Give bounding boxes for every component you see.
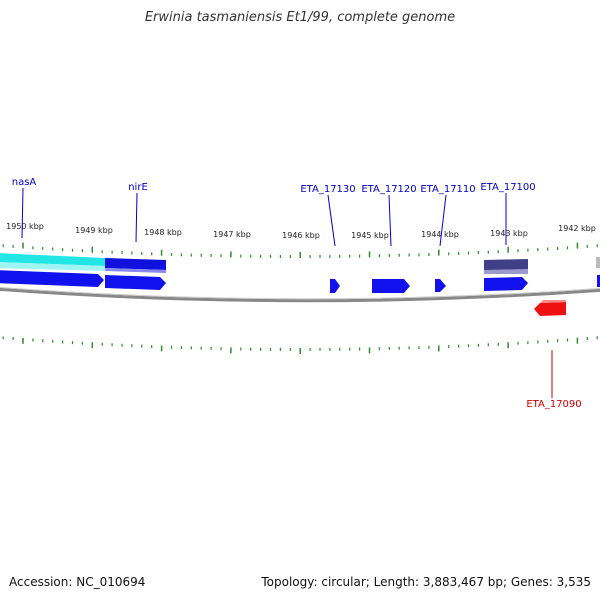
lower-scale-ticks [2,336,598,354]
topology-summary: Topology: circular; Length: 3,883,467 bp… [261,575,591,589]
scale-labels: 1950 kbp 1949 kbp 1948 kbp 1947 kbp 1946… [6,222,596,240]
feature-nirE-shadow [105,268,166,273]
leader-eta17130 [327,194,336,247]
upper-scale-ticks [2,242,598,258]
accession-text: Accession: NC_010694 [9,575,146,589]
gene-arrow-eta17100[interactable] [484,277,528,291]
feature-eta17100-shadow [484,269,528,274]
gene-arrow-edge [597,275,600,287]
gene-label-nirE[interactable]: nirE [128,182,148,193]
forward-gene-track [0,270,600,293]
feature-nasA-shadow [0,262,105,271]
scale-label-1946: 1946 kbp [282,231,320,240]
scale-label-1950: 1950 kbp [6,222,44,231]
feature-edge [596,257,600,268]
label-leaders [21,187,553,398]
leader-eta17120 [388,194,392,247]
gene-label-eta17090[interactable]: ETA_17090 [526,399,581,410]
gene-label-eta17120[interactable]: ETA_17120 [361,184,416,195]
gene-label-eta17100[interactable]: ETA_17100 [480,182,535,193]
feature-eta17100[interactable] [484,259,528,271]
leader-nirE [135,192,138,243]
scale-label-1945: 1945 kbp [351,231,389,240]
feature-track [0,253,600,274]
gene-arrow-eta17110[interactable] [435,279,446,292]
feature-nasA[interactable] [0,253,105,266]
scale-label-1942: 1942 kbp [558,224,596,233]
scale-label-1948: 1948 kbp [144,228,182,237]
scale-label-1949: 1949 kbp [75,226,113,235]
gene-arrow-eta17090-shadow [540,300,566,303]
gene-arrow-eta17120[interactable] [372,279,410,293]
gene-label-eta17130[interactable]: ETA_17130 [300,184,355,195]
scale-label-1944: 1944 kbp [421,230,459,239]
gene-arrow-nirE[interactable] [105,275,166,290]
scale-label-1947: 1947 kbp [213,230,251,239]
leader-eta17110 [439,194,447,247]
gene-arrow-nasA[interactable] [0,270,104,287]
gene-label-nasA[interactable]: nasA [12,177,37,188]
scale-label-1943: 1943 kbp [490,229,528,238]
feature-nirE[interactable] [105,258,166,270]
gene-arrow-eta17130[interactable] [330,279,340,293]
gene-label-eta17110[interactable]: ETA_17110 [420,184,475,195]
genome-backbone [0,287,600,303]
gene-arrow-eta17090[interactable] [534,302,566,316]
gene-labels: nasA nirE ETA_17130 ETA_17120 ETA_17110 … [12,177,582,410]
genome-backbone-highlight [0,286,600,300]
map-title: Erwinia tasmaniensis Et1/99, complete ge… [144,10,456,25]
leader-nasA [21,187,24,239]
